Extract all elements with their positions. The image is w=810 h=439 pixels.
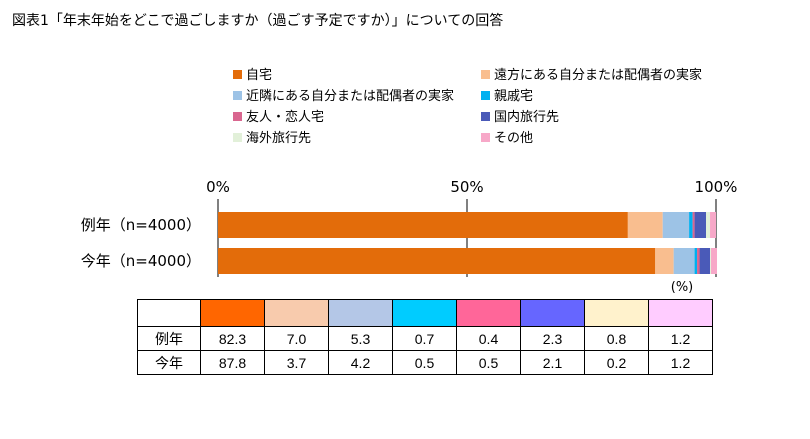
table-cell: 0.4 xyxy=(456,326,521,351)
legend-swatch xyxy=(481,70,490,79)
table-color-swatch xyxy=(328,299,393,327)
table-swatch-row xyxy=(137,299,713,327)
legend-label: 自宅 xyxy=(246,68,272,83)
table-color-swatch xyxy=(584,299,649,327)
table-cell: 87.8 xyxy=(200,350,265,375)
bar-segment xyxy=(218,248,656,274)
table-cell: 0.8 xyxy=(584,326,649,351)
table-swatch-fill xyxy=(265,300,328,326)
table-color-swatch xyxy=(648,299,713,327)
x-tick-label: 50% xyxy=(450,178,483,196)
legend-label: 親戚宅 xyxy=(494,89,533,104)
table-cell: 0.5 xyxy=(392,350,457,375)
table-swatch-fill xyxy=(521,300,584,326)
bar-segment xyxy=(711,248,717,274)
legend-swatch xyxy=(233,112,242,121)
legend-swatch xyxy=(481,133,490,142)
table-corner-cell xyxy=(137,299,201,327)
bar-segment xyxy=(673,248,695,274)
bar-segment xyxy=(710,248,712,274)
data-table: 例年 82.3 7.0 5.3 0.7 0.4 2.3 0.8 1.2 今年 87.8 3.7 4.2 0… xyxy=(137,299,713,375)
unit-label: (%) xyxy=(671,280,694,295)
table-cell: 0.5 xyxy=(456,350,521,375)
table-row-label: 今年 xyxy=(137,350,201,375)
legend-swatch xyxy=(481,91,490,100)
table-swatch-fill xyxy=(201,300,264,326)
bar-segment xyxy=(694,248,698,274)
legend-swatch xyxy=(481,112,490,121)
legend-swatch xyxy=(233,70,242,79)
bar-segment xyxy=(706,212,711,238)
legend-label: 遠方にある自分または配偶者の実家 xyxy=(494,67,702,83)
table-cell: 3.7 xyxy=(264,350,329,375)
category-label: 例年（n=4000） xyxy=(81,216,201,234)
table-cell: 5.3 xyxy=(328,326,393,351)
table-swatch-fill xyxy=(649,300,712,326)
table-cell: 1.2 xyxy=(648,326,713,351)
bar-segment xyxy=(699,248,711,274)
table-color-swatch xyxy=(392,299,457,327)
legend-label: 国内旅行先 xyxy=(494,109,559,125)
table-cell: 1.2 xyxy=(648,350,713,375)
legend-label: 海外旅行先 xyxy=(246,131,311,146)
bar-segment xyxy=(662,212,690,238)
table-cell: 0.7 xyxy=(392,326,457,351)
table-color-swatch xyxy=(520,299,585,327)
bar-segment xyxy=(692,212,695,238)
bar-segment xyxy=(627,212,663,238)
table-cell: 7.0 xyxy=(264,326,329,351)
table-color-swatch xyxy=(456,299,521,327)
x-tick-label: 0% xyxy=(206,178,230,196)
table-cell: 82.3 xyxy=(200,326,265,351)
chart-title: 図表1「年末年始をどこで過ごしますか（過ごす予定ですか）」についての回答 xyxy=(12,13,504,29)
table-row-label: 例年 xyxy=(137,326,201,351)
bar-segment xyxy=(710,212,716,238)
table-swatch-fill xyxy=(585,300,648,326)
bar-segment xyxy=(218,212,628,238)
table-cell: 2.3 xyxy=(520,326,585,351)
table-cell: 2.1 xyxy=(520,350,585,375)
legend-swatch xyxy=(233,133,242,142)
legend-label: 近隣にある自分または配偶者の実家 xyxy=(246,88,454,104)
x-tick-label: 100% xyxy=(695,178,738,196)
bar-segment xyxy=(655,248,674,274)
table-color-swatch xyxy=(200,299,265,327)
legend-label: その他 xyxy=(494,131,533,146)
table-swatch-fill xyxy=(329,300,392,326)
table-color-swatch xyxy=(264,299,329,327)
bar-segment xyxy=(697,248,700,274)
table-cell: 4.2 xyxy=(328,350,393,375)
table-cell: 0.2 xyxy=(584,350,649,375)
table-row: 例年 82.3 7.0 5.3 0.7 0.4 2.3 0.8 1.2 xyxy=(137,326,713,351)
category-label: 今年（n=4000） xyxy=(81,252,201,270)
bar-segment xyxy=(689,212,693,238)
table-swatch-fill xyxy=(457,300,520,326)
table-row: 今年 87.8 3.7 4.2 0.5 0.5 2.1 0.2 1.2 xyxy=(137,350,713,375)
legend-swatch xyxy=(233,91,242,100)
bar-segment xyxy=(694,212,707,238)
table-swatch-fill xyxy=(393,300,456,326)
legend-label: 友人・恋人宅 xyxy=(246,109,324,125)
